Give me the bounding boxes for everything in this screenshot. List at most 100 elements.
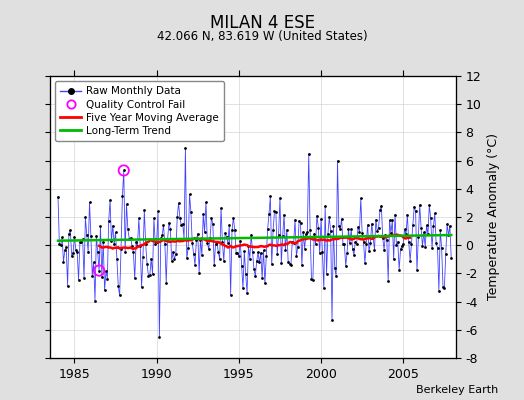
- Point: [303, 229, 312, 235]
- Point: [246, 255, 254, 262]
- Point: [286, 261, 294, 267]
- Point: [346, 240, 354, 246]
- Point: [424, 231, 432, 238]
- Point: [125, 236, 134, 242]
- Point: [239, 285, 247, 292]
- Point: [176, 215, 184, 222]
- Point: [69, 249, 77, 256]
- Point: [97, 274, 106, 280]
- Point: [315, 250, 324, 256]
- Point: [211, 241, 220, 247]
- Point: [73, 249, 81, 256]
- Point: [284, 258, 292, 265]
- Point: [112, 229, 120, 236]
- Point: [70, 233, 79, 240]
- Point: [427, 215, 435, 221]
- Point: [288, 239, 297, 246]
- Point: [342, 262, 350, 269]
- Point: [177, 222, 185, 228]
- Point: [132, 239, 140, 245]
- Point: [115, 292, 124, 299]
- Point: [68, 253, 76, 259]
- Point: [117, 246, 125, 252]
- Point: [365, 248, 373, 255]
- Point: [348, 246, 357, 252]
- Point: [295, 218, 303, 224]
- Point: [268, 261, 276, 268]
- Point: [166, 226, 174, 232]
- Point: [381, 232, 390, 238]
- Point: [388, 217, 397, 224]
- Point: [364, 222, 372, 228]
- Point: [95, 267, 103, 274]
- Point: [196, 236, 205, 243]
- Y-axis label: Temperature Anomaly (°C): Temperature Anomaly (°C): [487, 134, 500, 300]
- Point: [357, 195, 365, 202]
- Point: [429, 223, 438, 229]
- Point: [299, 228, 308, 235]
- Point: [247, 232, 255, 238]
- Point: [325, 214, 333, 220]
- Point: [172, 251, 180, 257]
- Point: [442, 251, 450, 258]
- Point: [328, 317, 336, 323]
- Point: [126, 234, 135, 241]
- Point: [372, 216, 380, 223]
- Point: [83, 232, 91, 238]
- Point: [154, 208, 162, 215]
- Point: [124, 226, 132, 232]
- Point: [90, 259, 98, 265]
- Point: [332, 273, 340, 280]
- Point: [354, 224, 362, 230]
- Point: [215, 256, 224, 262]
- Point: [101, 287, 109, 294]
- Point: [276, 195, 284, 201]
- Point: [122, 201, 130, 207]
- Point: [81, 214, 90, 220]
- Point: [443, 221, 451, 227]
- Point: [147, 256, 155, 262]
- Point: [322, 270, 331, 277]
- Point: [192, 237, 201, 243]
- Point: [262, 253, 270, 259]
- Point: [204, 246, 213, 252]
- Point: [200, 229, 209, 235]
- Point: [62, 244, 70, 251]
- Point: [436, 227, 444, 233]
- Point: [113, 256, 121, 262]
- Point: [199, 211, 208, 217]
- Point: [257, 250, 265, 256]
- Point: [343, 250, 351, 256]
- Point: [302, 230, 310, 237]
- Point: [413, 267, 421, 273]
- Point: [421, 244, 429, 250]
- Point: [210, 262, 219, 268]
- Point: [383, 237, 391, 243]
- Point: [218, 239, 226, 246]
- Point: [180, 236, 188, 242]
- Point: [173, 214, 181, 220]
- Point: [235, 253, 243, 259]
- Point: [380, 246, 388, 253]
- Point: [431, 210, 439, 216]
- Point: [54, 194, 62, 200]
- Point: [133, 243, 141, 249]
- Point: [317, 216, 325, 222]
- Point: [321, 203, 330, 209]
- Point: [351, 239, 359, 245]
- Point: [161, 240, 169, 247]
- Point: [182, 255, 191, 262]
- Point: [400, 226, 409, 232]
- Point: [157, 235, 165, 242]
- Point: [76, 239, 84, 246]
- Point: [151, 241, 159, 247]
- Point: [444, 232, 453, 238]
- Point: [300, 246, 309, 252]
- Point: [228, 227, 236, 234]
- Point: [63, 282, 72, 289]
- Point: [289, 240, 298, 246]
- Point: [92, 233, 101, 239]
- Point: [438, 245, 446, 251]
- Point: [347, 226, 355, 233]
- Point: [266, 193, 275, 200]
